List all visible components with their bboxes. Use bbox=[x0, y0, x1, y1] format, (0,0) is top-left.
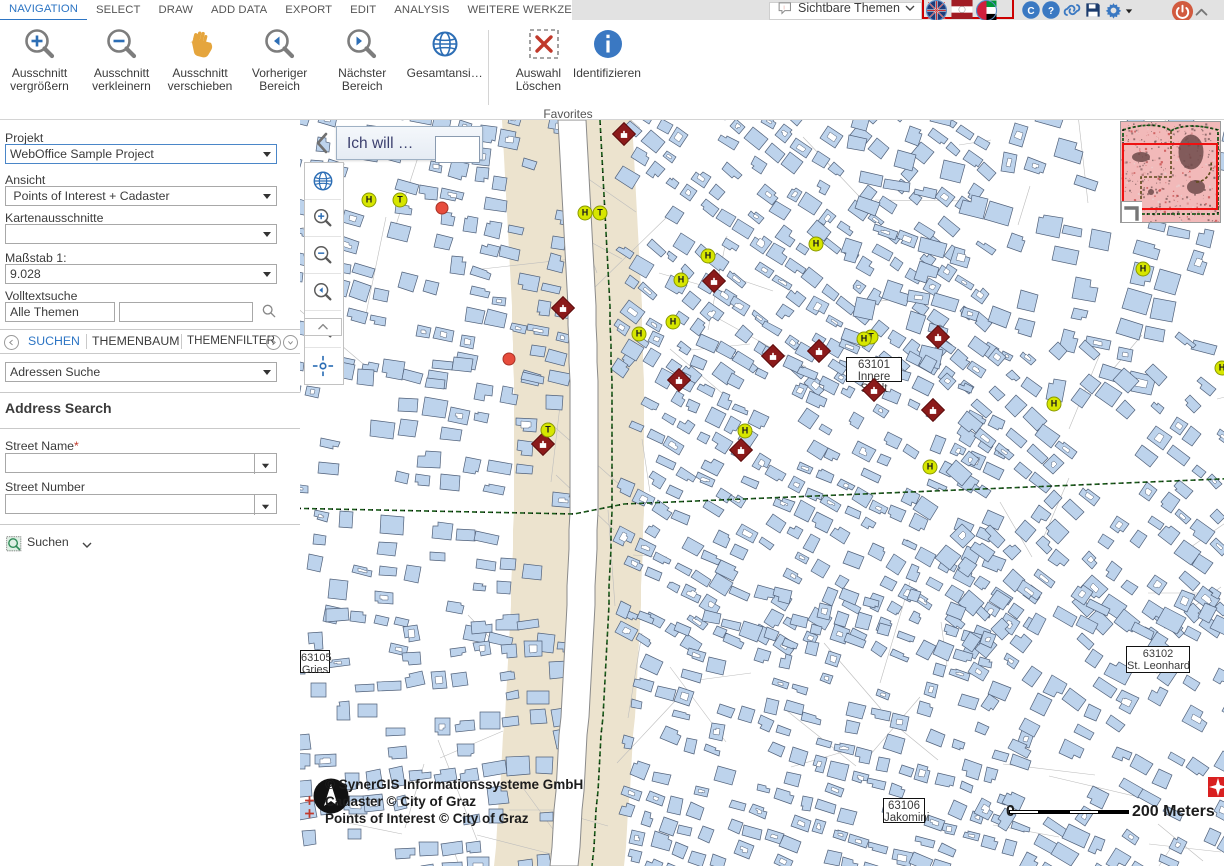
svg-text:?: ? bbox=[1048, 6, 1054, 17]
svg-text:i: i bbox=[783, 5, 784, 12]
svg-text:C: C bbox=[1027, 6, 1034, 17]
